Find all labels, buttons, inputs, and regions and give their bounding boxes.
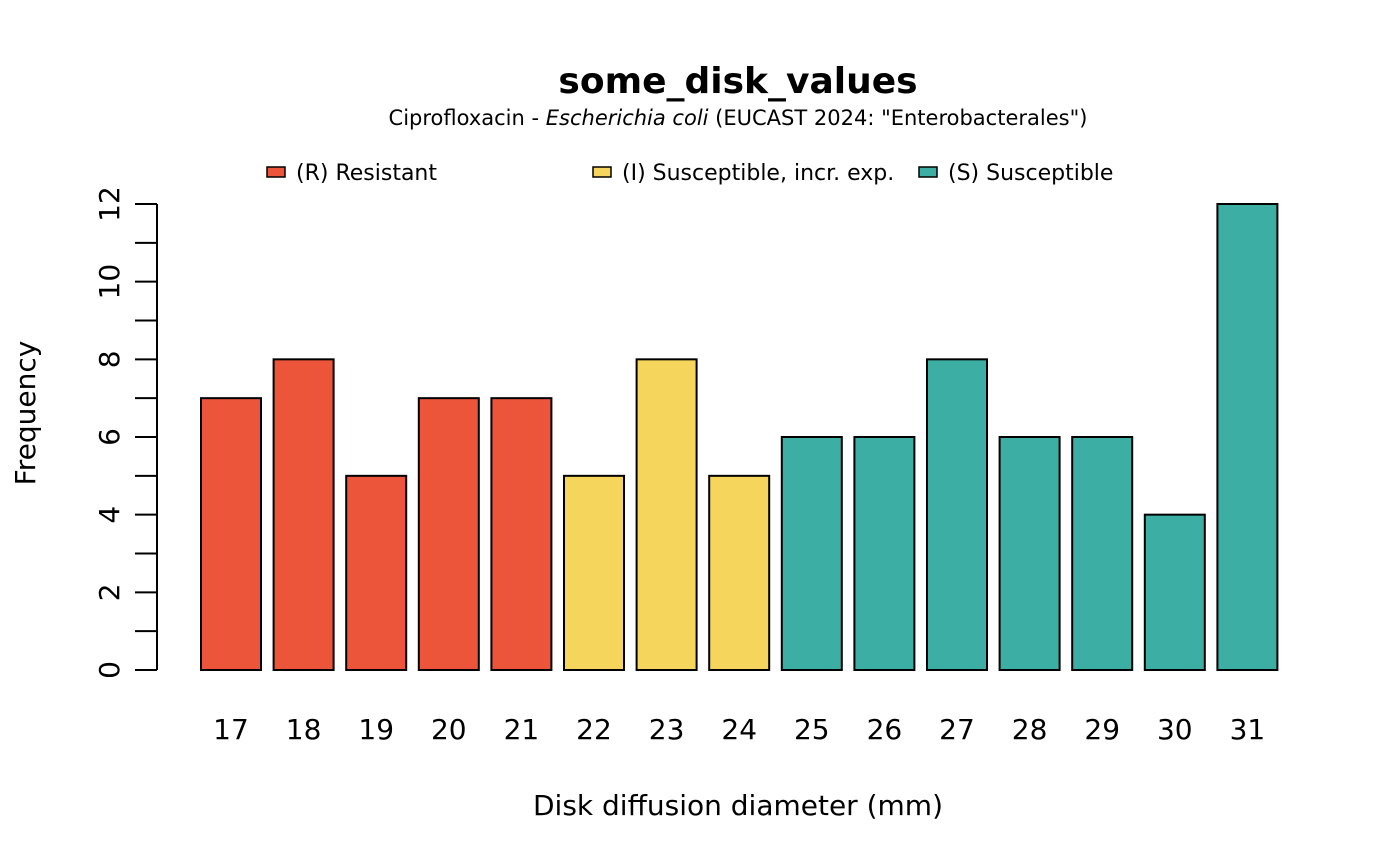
x-tick-label: 28 (1012, 713, 1048, 746)
bar-25 (780, 436, 843, 671)
x-tick-label: 31 (1230, 713, 1266, 746)
y-axis-title: Frequency (9, 341, 42, 486)
x-tick-label: 29 (1084, 713, 1120, 746)
y-tick-label: 8 (93, 350, 126, 368)
bar-31 (1216, 203, 1279, 671)
bar-26 (853, 436, 916, 671)
legend-label-i: (I) Susceptible, incr. exp. (622, 161, 894, 186)
bar-17 (200, 397, 262, 671)
x-tick-label: 22 (576, 713, 612, 746)
x-tick-label: 20 (431, 713, 467, 746)
y-tick-label: 10 (93, 264, 126, 300)
y-tick-label: 0 (93, 661, 126, 679)
x-tick-label: 30 (1157, 713, 1193, 746)
bar-28 (998, 436, 1061, 671)
subtitle-antibiotic: Ciprofloxacin - (389, 106, 546, 130)
chart-title: some_disk_values (558, 61, 917, 102)
x-tick-label: 21 (504, 713, 540, 746)
legend: (R) Resistant (I) Susceptible, incr. exp.… (266, 161, 1113, 186)
x-tick-label: 18 (286, 713, 322, 746)
bar-24 (708, 474, 771, 672)
legend-label-r: (R) Resistant (296, 161, 437, 186)
x-axis-title: Disk diffusion diameter (mm) (533, 789, 943, 822)
legend-swatch-s (918, 166, 938, 178)
x-tick-label: 26 (867, 713, 903, 746)
y-tick-label: 12 (93, 186, 126, 222)
bar-22 (563, 474, 625, 672)
x-tick-label: 19 (358, 713, 394, 746)
x-tick-label: 23 (649, 713, 685, 746)
bar-19 (345, 474, 408, 672)
y-tick-label: 4 (93, 506, 126, 524)
y-axis: 0 2 4 6 8 10 12 (93, 186, 158, 679)
subtitle-organism: Escherichia coli (546, 106, 709, 130)
bars (200, 203, 1279, 672)
legend-swatch-i (592, 166, 612, 178)
x-axis-labels: 17 18 19 20 21 22 23 24 25 26 27 28 29 30 31 (213, 713, 1265, 746)
x-tick-label: 25 (794, 713, 830, 746)
chart-subtitle: Ciprofloxacin - Escherichia coli (EUCAST… (389, 106, 1088, 130)
y-tick-label: 2 (93, 583, 126, 601)
bar-27 (926, 358, 988, 671)
bar-18 (272, 358, 335, 671)
x-tick-label: 17 (213, 713, 249, 746)
bar-21 (490, 397, 553, 671)
bar-29 (1071, 436, 1134, 671)
bar-23 (635, 358, 698, 671)
legend-swatch-r (266, 166, 286, 178)
bar-20 (417, 397, 480, 671)
subtitle-guideline: (EUCAST 2024: "Enterobacterales") (709, 106, 1088, 130)
y-tick-label: 6 (93, 428, 126, 446)
x-tick-label: 24 (721, 713, 757, 746)
legend-label-s: (S) Susceptible (948, 161, 1113, 186)
bar-30 (1143, 513, 1206, 672)
x-tick-label: 27 (939, 713, 975, 746)
